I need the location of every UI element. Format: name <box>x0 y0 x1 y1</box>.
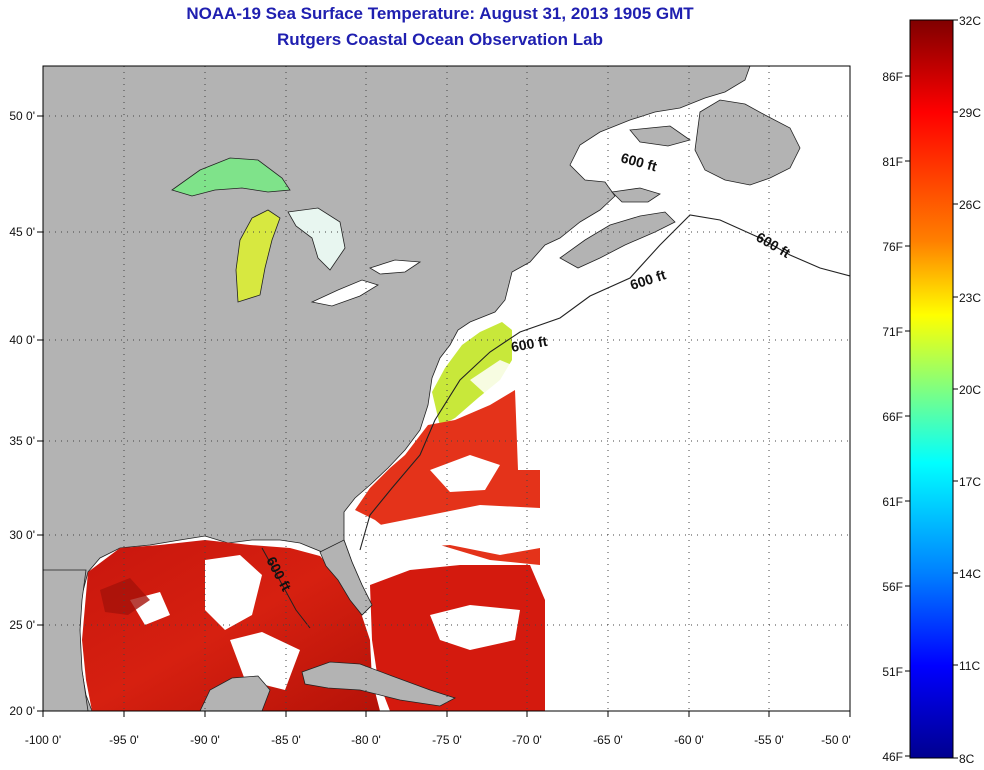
celsius-label: 23C <box>959 291 981 305</box>
lat-tick-label: 50 0' <box>9 109 35 123</box>
lat-tick-label: 25 0' <box>9 618 35 632</box>
sst-bahamas-cloud <box>430 605 520 650</box>
land-anticosti <box>611 187 661 203</box>
map-title: NOAA-19 Sea Surface Temperature: August … <box>186 4 694 23</box>
map-subtitle: Rutgers Coastal Ocean Observation Lab <box>277 30 603 49</box>
lake-huron <box>287 207 346 271</box>
fahrenheit-label: 51F <box>882 665 903 679</box>
celsius-label: 17C <box>959 475 981 489</box>
celsius-label: 11C <box>959 659 980 673</box>
lon-tick-label: -80 0' <box>351 733 381 747</box>
contour-label: 600 ft <box>510 333 549 355</box>
colorbar-ticks <box>905 19 958 759</box>
lon-tick-label: -100 0' <box>25 733 61 747</box>
lake-michigan <box>235 209 281 303</box>
lon-tick-label: -75 0' <box>432 733 462 747</box>
celsius-label: 26C <box>959 198 981 212</box>
lat-tick-labels: 20 0' 25 0' 30 0' 35 0' 40 0' 45 0' 50 0… <box>9 109 35 718</box>
fahrenheit-label: 76F <box>882 240 903 254</box>
lon-tick-label: -60 0' <box>674 733 704 747</box>
lat-tick-label: 20 0' <box>9 704 35 718</box>
lon-tick-label: -95 0' <box>109 733 139 747</box>
sst-gulf-cloud-a <box>205 555 262 630</box>
lake-ontario <box>369 259 422 275</box>
fahrenheit-label: 81F <box>882 155 903 169</box>
celsius-label: 20C <box>959 383 981 397</box>
sst-cloud-patch <box>430 455 500 492</box>
fahrenheit-label: 71F <box>882 325 903 339</box>
land-newfoundland <box>694 99 801 186</box>
land-north-america <box>43 66 751 711</box>
lake-erie <box>310 279 379 307</box>
frame-ticks <box>37 115 851 717</box>
lon-tick-label: -90 0' <box>190 733 220 747</box>
celsius-label: 8C <box>959 752 975 766</box>
land-mexico-coast <box>43 569 89 711</box>
land-florida <box>319 539 373 616</box>
lat-tick-label: 45 0' <box>9 225 35 239</box>
lat-tick-label: 30 0' <box>9 528 35 542</box>
colorbar-celsius-labels: 32C 29C 26C 23C 20C 17C 14C 11C 8C <box>959 14 981 766</box>
lat-tick-label: 40 0' <box>9 333 35 347</box>
fahrenheit-label: 56F <box>882 580 903 594</box>
lon-tick-label: -85 0' <box>271 733 301 747</box>
fahrenheit-label: 66F <box>882 410 903 424</box>
sst-gulf-cloud-b <box>230 632 300 690</box>
lat-tick-label: 35 0' <box>9 434 35 448</box>
map-grid <box>43 66 850 711</box>
sst-mid-atlantic <box>432 322 512 426</box>
fahrenheit-label: 46F <box>882 750 903 764</box>
lake-superior <box>171 157 291 197</box>
colorbar-fahrenheit-labels: 86F 81F 76F 71F 66F 61F 56F 51F 46F <box>882 70 903 764</box>
lon-tick-label: -65 0' <box>593 733 623 747</box>
isobath-600ft-shelf <box>359 214 850 551</box>
land-gulf-islands <box>629 125 691 147</box>
sst-mid-atlantic-cloud <box>470 360 512 400</box>
lon-tick-labels: -100 0' -95 0' -90 0' -85 0' -80 0' -75 … <box>25 733 851 747</box>
fahrenheit-label: 86F <box>882 70 903 84</box>
celsius-label: 32C <box>959 14 981 28</box>
sst-cloud-band <box>380 505 540 555</box>
lon-tick-label: -70 0' <box>512 733 542 747</box>
fahrenheit-label: 61F <box>882 495 903 509</box>
celsius-label: 14C <box>959 567 981 581</box>
lon-tick-label: -50 0' <box>821 733 851 747</box>
celsius-label: 29C <box>959 106 981 120</box>
land-yucatan <box>199 675 271 711</box>
isobath-600ft-gulf <box>261 547 311 629</box>
lon-tick-label: -55 0' <box>754 733 784 747</box>
land-nova-scotia <box>559 211 676 269</box>
sst-hot-core <box>100 578 150 615</box>
colorbar <box>909 19 954 759</box>
